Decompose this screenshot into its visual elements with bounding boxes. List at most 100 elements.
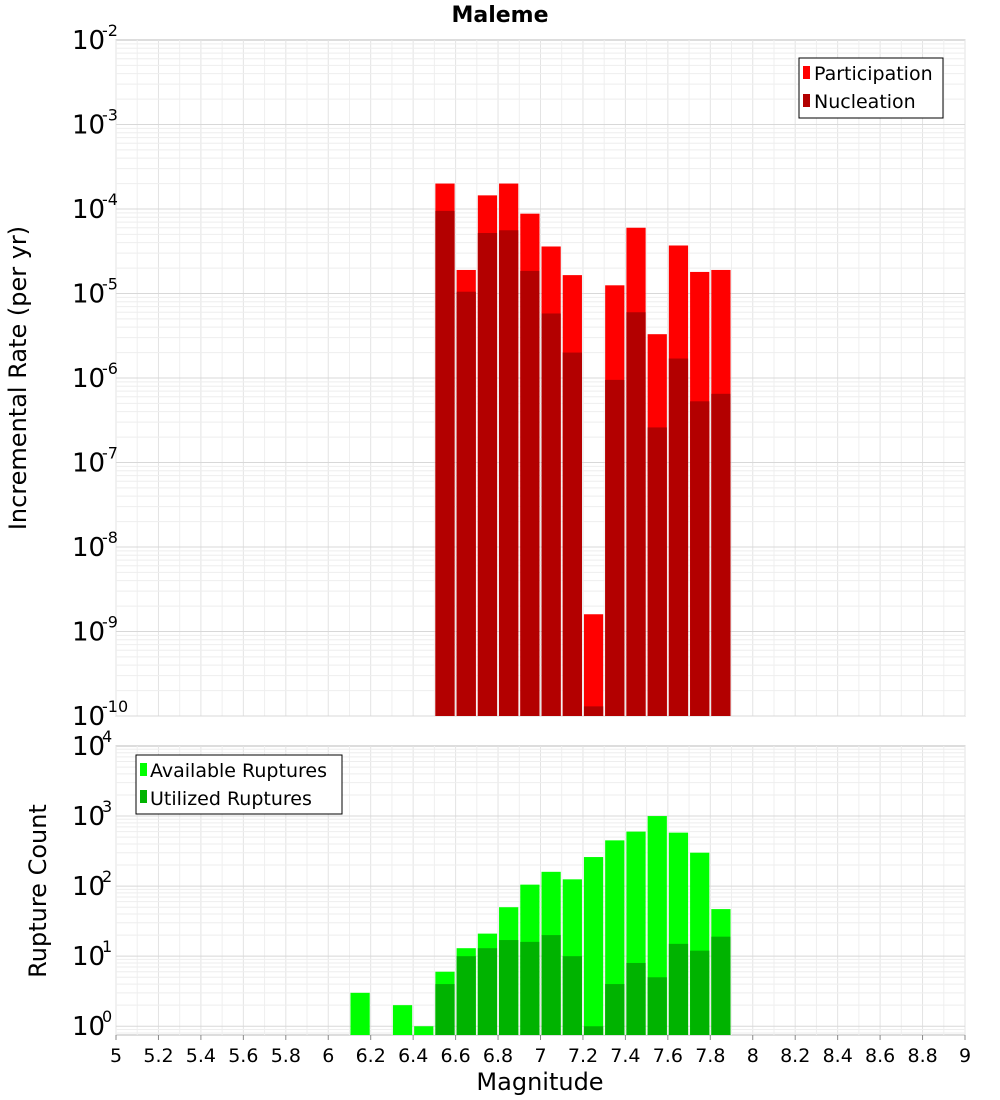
bottom-bars [350, 816, 731, 1035]
top-y-ticks: 10-210-310-410-510-610-710-810-910-10 [72, 21, 128, 732]
bar-utilized-ruptures [690, 950, 710, 1035]
top-y-tick-exponent: -6 [102, 359, 118, 378]
bar-utilized-ruptures [456, 956, 476, 1035]
top-y-tick-exponent: -5 [102, 275, 118, 294]
bar-nucleation [605, 379, 625, 716]
bar-utilized-ruptures [520, 941, 540, 1035]
x-tick-label: 8 [747, 1045, 759, 1067]
top-y-tick-base: 10 [72, 702, 105, 732]
bar-utilized-ruptures [435, 984, 455, 1035]
x-tick-label: 6 [322, 1045, 334, 1067]
bar-nucleation [690, 401, 710, 716]
x-tick-label: 6.4 [398, 1045, 428, 1067]
bar-nucleation [435, 210, 455, 716]
bar-nucleation [626, 312, 646, 716]
x-tick-label: 5 [110, 1045, 122, 1067]
x-tick-label: 7.6 [653, 1045, 683, 1067]
bar-available-ruptures [414, 1026, 434, 1035]
top-bars [435, 183, 731, 717]
top-plot: 10-210-310-410-510-610-710-810-910-10 In… [4, 21, 966, 732]
bar-nucleation [583, 706, 604, 716]
top-y-tick-base: 10 [72, 364, 105, 394]
top-y-tick-base: 10 [72, 618, 105, 648]
x-tick-label: 8.8 [907, 1045, 937, 1067]
x-tick-label: 5.6 [228, 1045, 258, 1067]
bar-utilized-ruptures [711, 936, 731, 1035]
legend-label-utilized: Utilized Ruptures [150, 788, 312, 810]
x-tick-label: 5.2 [143, 1045, 173, 1067]
top-legend: Participation Nucleation [798, 57, 944, 119]
top-y-tick-base: 10 [72, 111, 105, 141]
bottom-y-tick-exponent: 0 [102, 1007, 112, 1026]
top-y-tick-exponent: -2 [102, 21, 118, 40]
top-grid [115, 40, 966, 717]
bar-nucleation [541, 313, 561, 716]
top-legend-box [798, 57, 944, 119]
x-tick-label: 5.8 [271, 1045, 301, 1067]
top-y-tick-base: 10 [72, 533, 105, 563]
legend-swatch-participation [803, 66, 810, 79]
x-tick-label: 7.8 [695, 1045, 725, 1067]
bar-nucleation [456, 291, 476, 716]
bar-nucleation [562, 352, 582, 716]
bar-available-ruptures [392, 1005, 413, 1035]
x-tick-label: 8.2 [780, 1045, 810, 1067]
legend-label-nucleation: Nucleation [814, 91, 916, 113]
top-y-tick-exponent: -8 [102, 528, 118, 547]
top-y-tick-base: 10 [72, 449, 105, 479]
bar-utilized-ruptures [541, 935, 561, 1035]
top-y-tick-exponent: -10 [102, 697, 128, 716]
x-tick-label: 8.6 [865, 1045, 895, 1067]
chart-title: Maleme [451, 3, 548, 28]
legend-swatch-utilized [140, 790, 147, 803]
bottom-y-tick-base: 10 [72, 872, 105, 902]
bar-nucleation [477, 233, 498, 716]
legend-swatch-available [140, 763, 147, 776]
x-tick-label: 7.2 [568, 1045, 598, 1067]
bar-participation [583, 614, 604, 716]
bar-utilized-ruptures [626, 962, 646, 1035]
x-tick-label: 5.4 [186, 1045, 216, 1067]
x-tick-label: 6.2 [356, 1045, 386, 1067]
top-y-tick-exponent: -9 [102, 613, 118, 632]
bottom-y-tick-exponent: 4 [102, 727, 112, 746]
bar-nucleation [499, 230, 519, 716]
bar-nucleation [711, 393, 731, 716]
bottom-y-tick-base: 10 [72, 732, 105, 762]
bottom-y-tick-exponent: 3 [102, 797, 112, 816]
bar-utilized-ruptures [477, 948, 498, 1035]
bottom-legend: Available Ruptures Utilized Ruptures [135, 754, 343, 815]
top-y-tick-base: 10 [72, 195, 105, 225]
bottom-y-tick-base: 10 [72, 1012, 105, 1042]
top-y-axis-label: Incremental Rate (per yr) [4, 226, 32, 530]
x-tick-label: 8.4 [823, 1045, 853, 1067]
bar-utilized-ruptures [562, 956, 582, 1035]
bar-utilized-ruptures [499, 940, 519, 1035]
x-axis-label: Magnitude [476, 1068, 603, 1096]
x-tick-label: 7.4 [610, 1045, 640, 1067]
bar-nucleation [668, 358, 689, 716]
bar-utilized-ruptures [647, 977, 667, 1035]
x-tick-label: 9 [959, 1045, 971, 1067]
bottom-y-tick-exponent: 2 [102, 867, 112, 886]
top-y-tick-base: 10 [72, 280, 105, 310]
x-tick-label: 7 [534, 1045, 546, 1067]
bottom-y-tick-base: 10 [72, 802, 105, 832]
bar-nucleation [647, 427, 667, 716]
bottom-y-tick-base: 10 [72, 942, 105, 972]
bar-available-ruptures [350, 992, 370, 1035]
bottom-legend-box [135, 754, 343, 815]
x-tick-label: 6.6 [440, 1045, 470, 1067]
bar-utilized-ruptures [668, 943, 689, 1035]
top-y-tick-base: 10 [72, 26, 105, 56]
legend-swatch-nucleation [803, 94, 810, 107]
x-tick-label: 6.8 [483, 1045, 513, 1067]
bottom-y-axis-label: Rupture Count [24, 804, 52, 978]
bar-available-ruptures [583, 857, 604, 1035]
bar-utilized-ruptures [605, 984, 625, 1035]
bar-nucleation [520, 270, 540, 716]
legend-label-participation: Participation [814, 63, 933, 85]
